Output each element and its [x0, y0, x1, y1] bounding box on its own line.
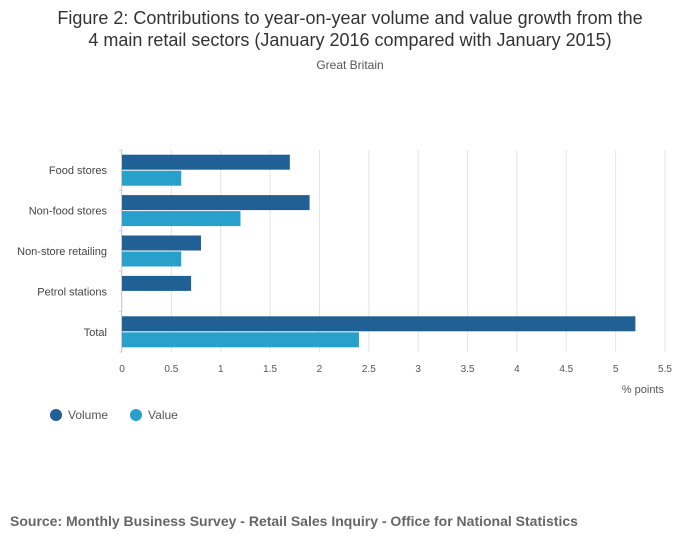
legend-volume-dot [50, 409, 62, 421]
bar-volume-total[interactable] [122, 316, 636, 332]
chart-title-line-1: Figure 2: Contributions to year-on-year … [57, 8, 643, 28]
legend-item-volume[interactable]: Volume [50, 408, 108, 422]
x-tick-label: 5.5 [658, 364, 672, 375]
x-tick-label: 2.5 [362, 364, 376, 375]
bar-chart: Food stores Non-food stores Non-store reta… [17, 149, 672, 396]
x-tick-labels: 0 0.5 1 1.5 2 2.5 3 3.5 4 4.5 5 5.5 [119, 364, 672, 375]
bar-volume-non-food-stores[interactable] [122, 195, 310, 211]
x-tick-label: 0 [119, 364, 125, 375]
bar-value-non-food-stores[interactable] [122, 211, 241, 227]
category-label: Non-store retailing [17, 246, 107, 258]
x-tick-label: 0.5 [164, 364, 178, 375]
bar-volume-non-store-retailing[interactable] [122, 235, 201, 251]
chart-title: Figure 2: Contributions to year-on-year … [0, 7, 700, 51]
chart-title-line-2: 4 main retail sectors (January 2016 comp… [88, 30, 612, 50]
category-label: Food stores [49, 165, 108, 177]
x-tick-label: 3 [415, 364, 421, 375]
category-label: Total [84, 327, 107, 339]
x-tick-label: 4 [514, 364, 520, 375]
x-tick-label: 3.5 [461, 364, 475, 375]
legend-value-label: Value [148, 408, 178, 422]
category-label: Petrol stations [37, 286, 107, 298]
legend-value-dot [130, 409, 143, 421]
bar-value-food-stores[interactable] [122, 170, 182, 186]
x-axis-label: % points [622, 384, 665, 396]
legend-item-value[interactable]: Value [130, 408, 178, 422]
x-tick-label: 1.5 [263, 364, 277, 375]
legend-volume-label: Volume [68, 408, 109, 422]
x-tick-label: 4.5 [559, 364, 573, 375]
bar-volume-food-stores[interactable] [122, 154, 290, 170]
category-label: Non-food stores [29, 206, 108, 218]
legend: Volume Value [50, 408, 178, 422]
bar-value-total[interactable] [122, 332, 359, 348]
x-tick-label: 2 [317, 364, 323, 375]
bar-volume-petrol-stations[interactable] [122, 275, 192, 291]
x-tick-label: 1 [218, 364, 224, 375]
category-labels: Food stores Non-food stores Non-store reta… [17, 165, 107, 339]
bar-value-non-store-retailing[interactable] [122, 251, 182, 267]
x-tick-label: 5 [613, 364, 619, 375]
source-note: Source: Monthly Business Survey - Retail… [10, 513, 578, 529]
bars [122, 154, 636, 348]
chart-subtitle: Great Britain [316, 58, 384, 72]
